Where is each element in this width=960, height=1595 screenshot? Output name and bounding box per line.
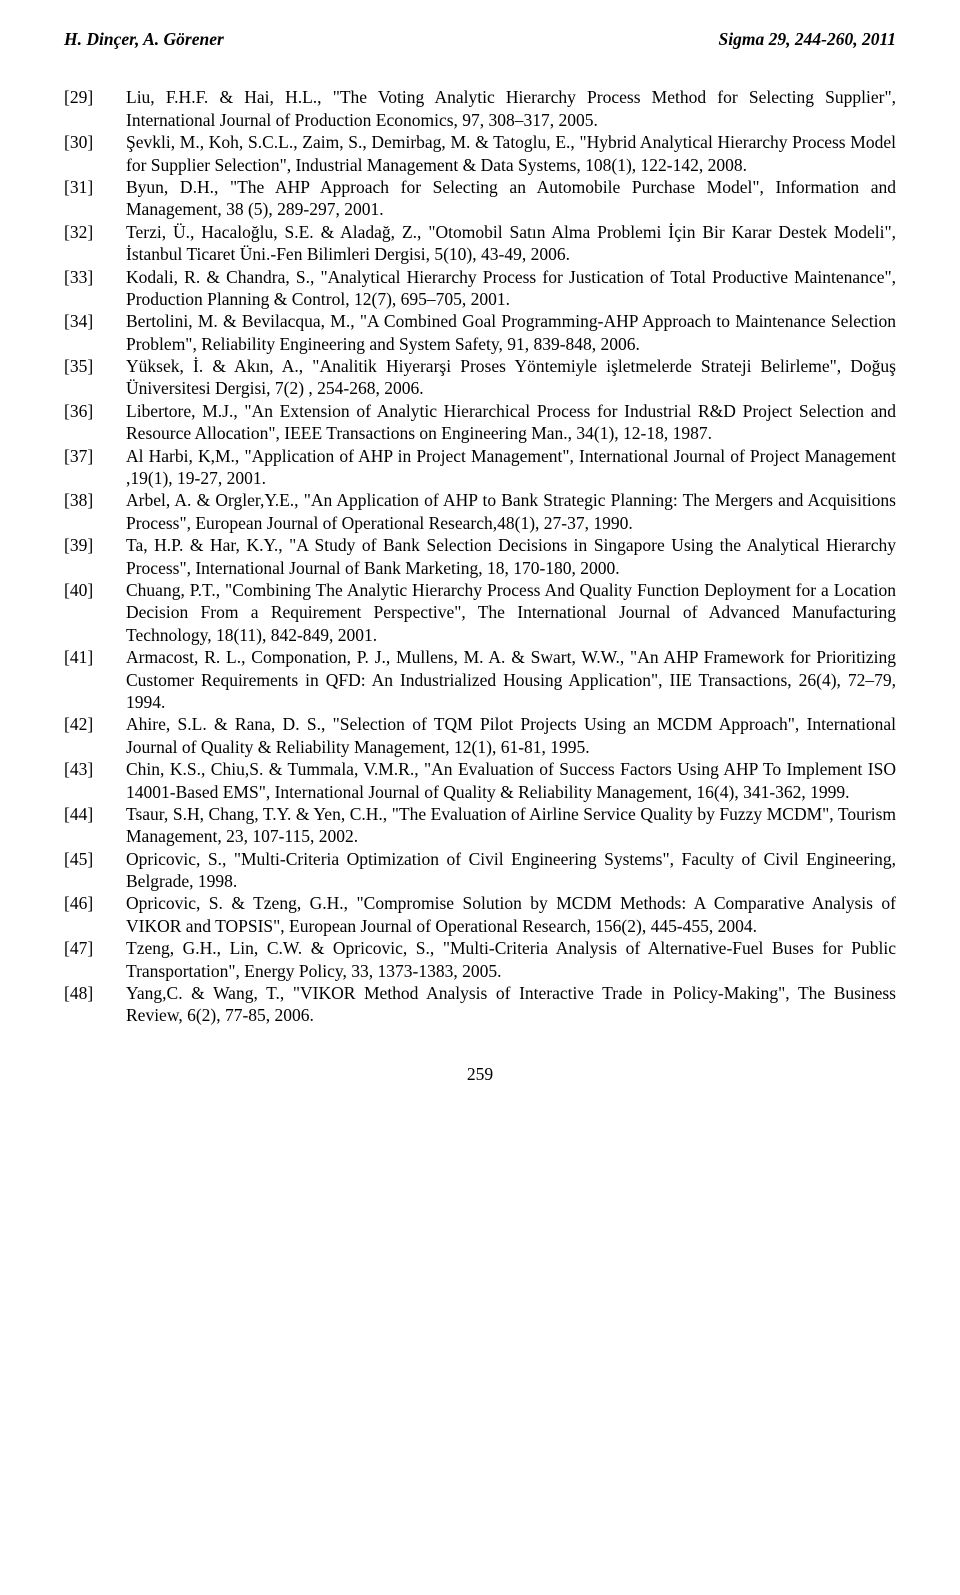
reference-number: [40]: [64, 579, 126, 646]
reference-item: [38]Arbel, A. & Orgler,Y.E., "An Applica…: [64, 489, 896, 534]
reference-text: Opricovic, S. & Tzeng, G.H., "Compromise…: [126, 892, 896, 937]
reference-text: Terzi, Ü., Hacaloğlu, S.E. & Aladağ, Z.,…: [126, 221, 896, 266]
reference-item: [29]Liu, F.H.F. & Hai, H.L., "The Voting…: [64, 86, 896, 131]
reference-item: [34]Bertolini, M. & Bevilacqua, M., "A C…: [64, 310, 896, 355]
reference-number: [31]: [64, 176, 126, 221]
reference-item: [36]Libertore, M.J., "An Extension of An…: [64, 400, 896, 445]
reference-number: [48]: [64, 982, 126, 1027]
reference-item: [43]Chin, K.S., Chiu,S. & Tummala, V.M.R…: [64, 758, 896, 803]
page-header: H. Dinçer, A. Görener Sigma 29, 244-260,…: [64, 28, 896, 50]
reference-text: Liu, F.H.F. & Hai, H.L., "The Voting Ana…: [126, 86, 896, 131]
reference-text: Al Harbi, K,M., "Application of AHP in P…: [126, 445, 896, 490]
reference-text: Libertore, M.J., "An Extension of Analyt…: [126, 400, 896, 445]
reference-item: [45]Opricovic, S., "Multi-Criteria Optim…: [64, 848, 896, 893]
reference-number: [47]: [64, 937, 126, 982]
reference-number: [33]: [64, 266, 126, 311]
reference-item: [40]Chuang, P.T., "Combining The Analyti…: [64, 579, 896, 646]
reference-text: Şevkli, M., Koh, S.C.L., Zaim, S., Demir…: [126, 131, 896, 176]
reference-item: [48]Yang,C. & Wang, T., "VIKOR Method An…: [64, 982, 896, 1027]
header-authors: H. Dinçer, A. Görener: [64, 28, 224, 50]
references-list: [29]Liu, F.H.F. & Hai, H.L., "The Voting…: [64, 86, 896, 1026]
reference-item: [31]Byun, D.H., "The AHP Approach for Se…: [64, 176, 896, 221]
reference-text: Chuang, P.T., "Combining The Analytic Hi…: [126, 579, 896, 646]
reference-item: [44]Tsaur, S.H, Chang, T.Y. & Yen, C.H.,…: [64, 803, 896, 848]
reference-item: [41]Armacost, R. L., Componation, P. J.,…: [64, 646, 896, 713]
reference-number: [35]: [64, 355, 126, 400]
reference-item: [32]Terzi, Ü., Hacaloğlu, S.E. & Aladağ,…: [64, 221, 896, 266]
reference-number: [36]: [64, 400, 126, 445]
reference-item: [37]Al Harbi, K,M., "Application of AHP …: [64, 445, 896, 490]
reference-number: [32]: [64, 221, 126, 266]
header-journal: Sigma 29, 244-260, 2011: [719, 28, 896, 50]
reference-number: [45]: [64, 848, 126, 893]
reference-number: [29]: [64, 86, 126, 131]
reference-text: Kodali, R. & Chandra, S., "Analytical Hi…: [126, 266, 896, 311]
reference-number: [38]: [64, 489, 126, 534]
reference-number: [41]: [64, 646, 126, 713]
reference-item: [47]Tzeng, G.H., Lin, C.W. & Opricovic, …: [64, 937, 896, 982]
reference-item: [42]Ahire, S.L. & Rana, D. S., "Selectio…: [64, 713, 896, 758]
reference-text: Ta, H.P. & Har, K.Y., "A Study of Bank S…: [126, 534, 896, 579]
reference-number: [42]: [64, 713, 126, 758]
reference-item: [46]Opricovic, S. & Tzeng, G.H., "Compro…: [64, 892, 896, 937]
reference-text: Bertolini, M. & Bevilacqua, M., "A Combi…: [126, 310, 896, 355]
reference-number: [39]: [64, 534, 126, 579]
reference-text: Armacost, R. L., Componation, P. J., Mul…: [126, 646, 896, 713]
reference-number: [37]: [64, 445, 126, 490]
reference-item: [35]Yüksek, İ. & Akın, A., "Analitik Hiy…: [64, 355, 896, 400]
reference-number: [46]: [64, 892, 126, 937]
reference-text: Opricovic, S., "Multi-Criteria Optimizat…: [126, 848, 896, 893]
reference-text: Yüksek, İ. & Akın, A., "Analitik Hiyerar…: [126, 355, 896, 400]
reference-text: Byun, D.H., "The AHP Approach for Select…: [126, 176, 896, 221]
page-number: 259: [64, 1063, 896, 1085]
reference-number: [44]: [64, 803, 126, 848]
reference-text: Yang,C. & Wang, T., "VIKOR Method Analys…: [126, 982, 896, 1027]
reference-text: Chin, K.S., Chiu,S. & Tummala, V.M.R., "…: [126, 758, 896, 803]
reference-text: Ahire, S.L. & Rana, D. S., "Selection of…: [126, 713, 896, 758]
reference-item: [39]Ta, H.P. & Har, K.Y., "A Study of Ba…: [64, 534, 896, 579]
reference-text: Arbel, A. & Orgler,Y.E., "An Application…: [126, 489, 896, 534]
reference-number: [30]: [64, 131, 126, 176]
reference-text: Tzeng, G.H., Lin, C.W. & Opricovic, S., …: [126, 937, 896, 982]
reference-text: Tsaur, S.H, Chang, T.Y. & Yen, C.H., "Th…: [126, 803, 896, 848]
reference-item: [30]Şevkli, M., Koh, S.C.L., Zaim, S., D…: [64, 131, 896, 176]
reference-number: [43]: [64, 758, 126, 803]
reference-item: [33]Kodali, R. & Chandra, S., "Analytica…: [64, 266, 896, 311]
reference-number: [34]: [64, 310, 126, 355]
